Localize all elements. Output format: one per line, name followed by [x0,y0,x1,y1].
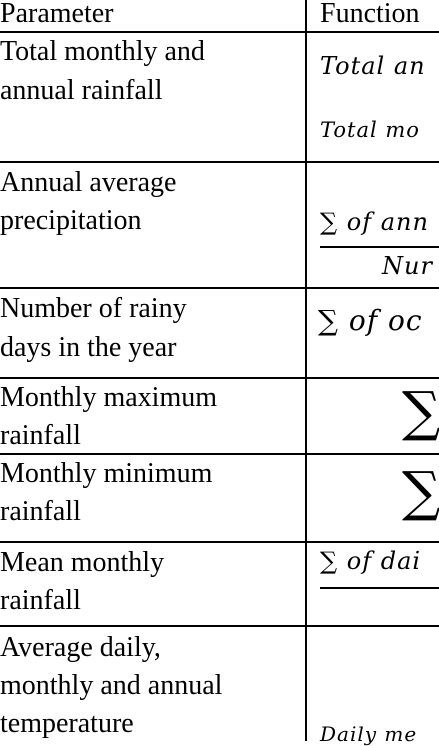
formula: Total an [320,52,426,80]
column-divider [305,0,307,741]
fraction-bar [320,587,439,589]
parameter: Total monthly and [0,36,205,67]
formula: ∑ of oc [318,304,423,337]
formula: ∑ [402,460,439,523]
parameter: Average daily, [0,632,161,663]
parameter: rainfall [0,496,81,527]
formula-numerator: ∑ of dai [320,547,422,575]
header-cell: Parameter [0,0,114,29]
parameter: Mean monthly [0,547,165,578]
parameter: monthly and annual [0,670,223,701]
parameter: Monthly maximum [0,382,217,413]
parameter: rainfall [0,420,81,451]
header-cell: Function [320,0,420,29]
row-border [0,541,439,543]
row-border [0,287,439,289]
formula: ∑ [402,380,439,443]
formula-numerator: ∑ of ann [320,208,429,236]
parameter: Number of rainy [0,293,187,324]
formula: Daily me [320,722,418,746]
formula-denominator: Nur [382,252,433,280]
fraction-bar [320,246,439,248]
row-border [0,453,439,455]
parameter: temperature [0,708,134,739]
parameter: Monthly minimum [0,458,213,489]
parameter: days in the year [0,332,177,363]
parameter: precipitation [0,205,142,236]
parameter: rainfall [0,585,81,616]
formula: Total mo [320,118,420,142]
row-border [0,161,439,163]
row-border [0,31,439,33]
row-border [0,377,439,379]
row-border [0,625,439,627]
parameter: Annual average [0,167,177,198]
parameter: annual rainfall [0,75,163,106]
